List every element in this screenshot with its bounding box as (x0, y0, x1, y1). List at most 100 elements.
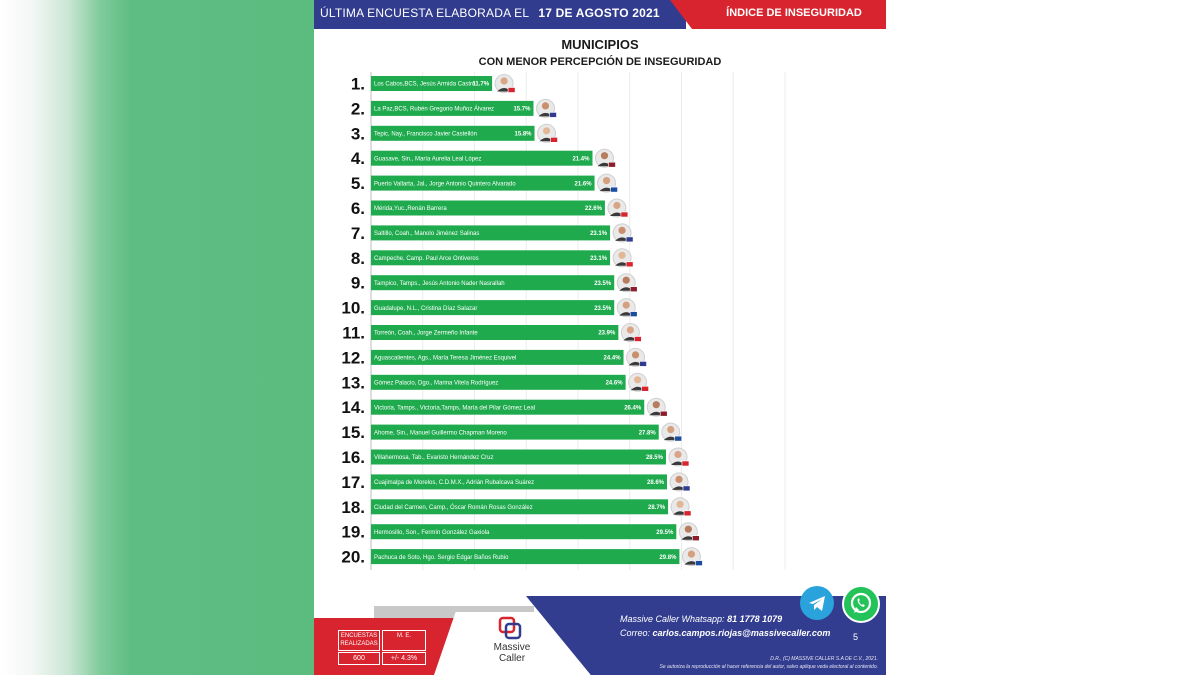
bar (371, 250, 611, 266)
party-logo-icon (683, 510, 692, 517)
candidate-photo-face (675, 475, 683, 483)
bar-value-label: 24.4% (604, 356, 622, 362)
party-logo-icon (682, 485, 691, 492)
rank-label: 11. (342, 324, 365, 343)
candidate-photo-face (652, 401, 660, 409)
whatsapp-label: Massive Caller Whatsapp: (620, 614, 725, 624)
rank-label: 8. (351, 249, 365, 268)
whatsapp-number[interactable]: 81 1778 1079 (727, 614, 783, 624)
party-logo-icon (681, 460, 690, 467)
party-logo-icon (695, 560, 703, 566)
candidate-photo-body (599, 187, 614, 192)
bar-value-label: 28.7% (648, 505, 666, 511)
bar-value-label: 29.8% (659, 555, 677, 561)
bar-value-label: 21.6% (575, 181, 593, 187)
header-bar-blue (314, 0, 686, 29)
candidate-photo-body (663, 436, 678, 441)
candidate-photo-face (674, 450, 682, 459)
bar-category-label: Tepic, Nay., Francisco Javier Castellón (374, 132, 477, 138)
candidate-photo-face (622, 276, 630, 284)
bar (371, 424, 659, 440)
party-logo-icon (507, 87, 516, 93)
bar-category-label: Pachuca de Soto, Hgo. Sergio Edgar Baños… (374, 555, 509, 561)
bar (371, 349, 624, 365)
bar (371, 175, 595, 191)
party-logo-icon (625, 236, 634, 243)
party-logo-icon (659, 410, 668, 417)
bar (371, 399, 645, 415)
candidate-photo-face (542, 127, 551, 135)
contact-whatsapp: Massive Caller Whatsapp: 81 1778 1079 (620, 614, 782, 624)
candidate-photo-face (687, 550, 696, 558)
bar (371, 125, 535, 141)
survey-poster: ÚLTIMA ENCUESTA ELABORADA EL 17 DE AGOST… (314, 0, 886, 675)
candidate-photo-body (628, 361, 643, 366)
bar-value-label: 23.5% (594, 281, 612, 287)
party-logo-icon (639, 361, 647, 367)
contact-email: Correo: carlos.campos.riojas@massivecall… (620, 628, 830, 638)
header-left-label: ÚLTIMA ENCUESTA ELABORADA EL (320, 6, 529, 20)
bar-value-label: 27.8% (639, 430, 657, 436)
bar-value-label: 23.5% (594, 306, 612, 312)
bar-value-label: 29.5% (656, 530, 674, 536)
bar (371, 200, 605, 216)
candidate-photo-face (618, 251, 626, 259)
candidate-photo-face (622, 301, 630, 309)
bar-category-label: Guadalupe, N.L., Cristina Díaz Salazar (374, 306, 477, 312)
rank-label: 6. (351, 199, 365, 218)
bar-chart: 1. Los Cabos,BCS, Jesús Armida Castro11.7… (341, 72, 786, 570)
logo-text: Massive Caller (493, 642, 531, 664)
bar (371, 275, 615, 291)
rank-label: 1. (351, 75, 365, 94)
rank-label: 12. (341, 348, 365, 367)
whatsapp-icon[interactable] (842, 585, 880, 623)
rank-label: 3. (351, 124, 365, 143)
footer-logo-panel (434, 612, 554, 675)
bar-value-label: 23.1% (590, 256, 608, 262)
bar-value-label: 28.6% (647, 480, 665, 486)
stats-header-margin: M. E. (382, 630, 426, 651)
party-logo-icon (634, 336, 642, 342)
bar-category-label: Torreón, Coah., Jorge Zermeño Infante (374, 331, 478, 337)
reproduction-notice: Se autoriza la reproducción al hacer ref… (659, 664, 878, 670)
header-bar-red (670, 0, 886, 29)
rank-label: 7. (351, 224, 365, 243)
bar-value-label: 21.4% (572, 156, 590, 162)
background-right (886, 0, 1200, 675)
candidate-photo-body (681, 536, 696, 540)
rank-label: 10. (341, 299, 365, 318)
bar (371, 325, 619, 340)
telegram-icon[interactable] (800, 586, 834, 620)
party-logo-icon (629, 311, 638, 317)
header-right-label: ÍNDICE DE INSEGURIDAD (726, 7, 862, 19)
email-address[interactable]: carlos.campos.riojas@massivecaller.com (652, 628, 831, 638)
candidate-photo-face (631, 351, 640, 359)
candidate-photo-body (615, 262, 630, 266)
candidate-photo-body (597, 162, 612, 167)
candidate-photo-body (684, 561, 699, 565)
bar-category-label: Tampico, Tamps., Jesús Antonio Nader Nas… (374, 281, 505, 287)
bar-value-label: 15.8% (515, 132, 533, 138)
candidate-photo-body (538, 112, 553, 117)
bar-category-label: Hermosillo, Son., Fermín González Gaxiol… (374, 530, 490, 536)
rank-label: 16. (341, 448, 365, 467)
bar-value-label: 26.4% (624, 405, 642, 411)
bar (371, 474, 668, 490)
party-logo-icon (608, 161, 616, 168)
party-logo-icon (610, 186, 618, 193)
rank-label: 15. (341, 423, 365, 442)
bar (371, 100, 534, 116)
bar-category-label: Aguascalientes, Ags., María Teresa Jimén… (374, 356, 516, 362)
candidate-photo-face (626, 326, 634, 334)
rank-label: 14. (341, 398, 365, 417)
candidate-photo-face (634, 376, 642, 384)
candidate-photo-face (602, 177, 611, 185)
header-date: 17 DE AGOSTO 2021 (538, 6, 660, 20)
rank-label: 2. (351, 99, 365, 118)
bar-category-label: Los Cabos,BCS, Jesús Armida Castro (374, 82, 476, 88)
bar-value-label: 11.7% (472, 82, 489, 88)
massive-caller-logo (498, 616, 522, 640)
bar-category-label: Mérida,Yuc.,Renán Barrera (374, 206, 447, 212)
rank-label: 13. (341, 373, 365, 392)
party-logo-icon (625, 261, 634, 268)
